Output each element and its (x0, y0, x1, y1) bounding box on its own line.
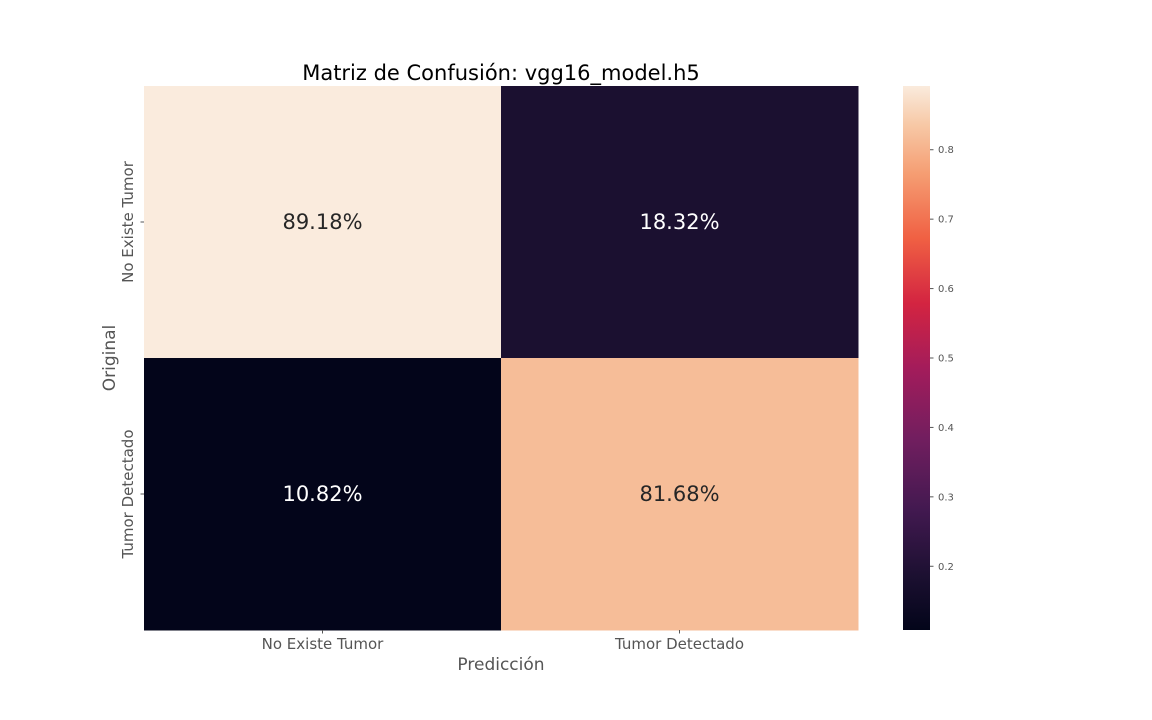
x-tick-label: No Existe Tumor (262, 635, 385, 653)
heatmap-cell-label: 10.82% (282, 482, 362, 506)
heatmap-cell (501, 86, 859, 359)
colorbar (903, 86, 930, 630)
y-axis-ticks: No Existe Tumor Tumor Detectado (119, 160, 144, 560)
heatmap-cell (501, 358, 859, 631)
colorbar-tick-label: 0.5 (938, 354, 954, 365)
x-axis-label: Predicción (457, 655, 544, 675)
y-tick-label: Tumor Detectado (119, 429, 137, 559)
chart-title: Matriz de Confusión: vgg16_model.h5 (302, 61, 700, 86)
x-axis-ticks: No Existe Tumor Tumor Detectado (262, 630, 744, 653)
y-axis-label: Original (100, 325, 120, 392)
heatmap-cell (144, 358, 502, 631)
heatmap-cell (144, 86, 502, 359)
heatmap-cell-label: 18.32% (639, 210, 719, 234)
heatmap-cell-label: 81.68% (639, 482, 719, 506)
heatmap-cells: 89.18% 18.32% 10.82% 81.68% (144, 86, 859, 631)
colorbar-ticks: 0.2 0.3 0.4 0.5 0.6 0.7 0.8 (930, 145, 954, 573)
y-tick-label: No Existe Tumor (119, 160, 137, 283)
x-tick-label: Tumor Detectado (614, 635, 744, 653)
colorbar-tick-label: 0.6 (938, 284, 954, 295)
colorbar-tick-label: 0.2 (938, 562, 954, 573)
colorbar-tick-label: 0.7 (938, 215, 954, 226)
colorbar-tick-label: 0.3 (938, 492, 954, 503)
colorbar-tick-label: 0.8 (938, 145, 954, 156)
colorbar-tick-label: 0.4 (938, 423, 954, 434)
heatmap-cell-label: 89.18% (282, 210, 362, 234)
